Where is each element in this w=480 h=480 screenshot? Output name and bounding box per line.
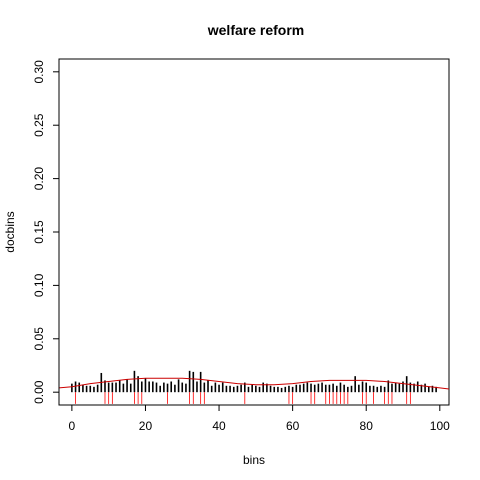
x-tick-label: 80 [360, 419, 374, 433]
y-tick-label: 0.20 [32, 167, 46, 191]
y-axis-label: docbins [3, 211, 17, 252]
y-tick-label: 0.00 [32, 380, 46, 404]
y-tick-label: 0.05 [32, 327, 46, 351]
y-tick-label: 0.10 [32, 273, 46, 297]
x-tick-label: 20 [139, 419, 153, 433]
x-tick-label: 40 [212, 419, 226, 433]
y-tick-label: 0.25 [32, 113, 46, 137]
y-tick-label: 0.15 [32, 220, 46, 244]
plot-frame [58, 58, 450, 406]
y-tick-label: 0.30 [32, 60, 46, 84]
y-axis: 0.00 0.05 0.10 0.15 0.20 0.25 0.30 [32, 60, 60, 404]
smooth-curve [58, 377, 450, 390]
x-axis-label: bins [243, 453, 265, 467]
marks-layer [58, 370, 450, 404]
x-tick-label: 60 [286, 419, 300, 433]
x-axis: 0 20 40 60 80 100 [69, 404, 450, 433]
chart-title: welfare reform [207, 22, 304, 38]
x-tick-label: 100 [430, 419, 450, 433]
x-tick-label: 0 [69, 419, 76, 433]
